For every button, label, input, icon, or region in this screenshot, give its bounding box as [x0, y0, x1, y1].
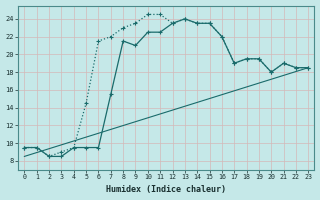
- X-axis label: Humidex (Indice chaleur): Humidex (Indice chaleur): [106, 185, 226, 194]
